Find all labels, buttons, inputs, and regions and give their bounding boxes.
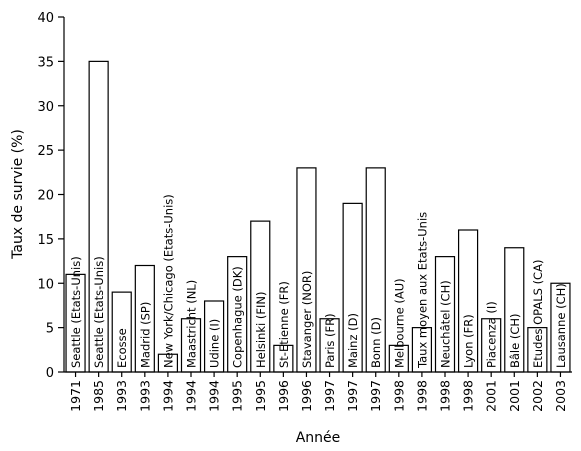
- x-tick-label: 1998: [461, 380, 476, 412]
- bar-label: Mainz (D): [346, 313, 360, 368]
- y-tick-label: 0: [46, 366, 54, 381]
- bar-label: Bonn (D): [369, 317, 383, 368]
- bar-label: Paris (FR): [323, 313, 337, 368]
- bar-label: Copenhague (DK): [231, 266, 245, 368]
- x-tick-label: 1998: [438, 380, 453, 412]
- bar-label: Ecosse: [115, 328, 129, 368]
- bar-label: Lausanne (CH): [554, 283, 568, 368]
- y-tick-label: 40: [37, 11, 54, 26]
- y-axis-title: Taux de survie (%): [10, 129, 26, 260]
- y-tick-label: 30: [37, 100, 54, 115]
- x-tick-label: 1997: [345, 380, 360, 412]
- bar-label: Lyon (FR): [462, 314, 476, 368]
- x-tick-label: 1996: [276, 380, 291, 412]
- bar-label: New York/Chicago (Etats-Unis): [161, 194, 175, 368]
- bar-label: Bâle (CH): [508, 313, 522, 368]
- x-tick-label: 1994: [184, 380, 199, 412]
- x-tick-label: 1998: [391, 380, 406, 412]
- x-tick-label: 1997: [322, 380, 337, 412]
- x-axis: 1971 1985 1993 1993 1994 1994 1994 1995 1995 1996…: [64, 371, 572, 412]
- bars: [65, 60, 571, 373]
- y-tick-label: 10: [37, 277, 54, 292]
- y-axis: 0 5 10 15 20 25 30 35 40: [37, 11, 65, 381]
- x-tick-label: 1997: [368, 380, 383, 412]
- x-tick-label: 1995: [230, 380, 245, 412]
- y-tick-label: 25: [37, 144, 54, 159]
- x-tick-label: 1995: [253, 380, 268, 412]
- bar-label: Madrid (SP): [138, 302, 152, 368]
- x-tick-label: 1994: [160, 380, 175, 412]
- bar-label: Stavanger (NOR): [300, 271, 314, 368]
- x-tick-label: 2003: [553, 380, 568, 412]
- x-tick-label: 1993: [114, 380, 129, 412]
- bar-label: Neuchâtel (CH): [439, 280, 453, 368]
- bar-label: Helsinki (FIN): [254, 292, 268, 369]
- y-tick-label: 15: [37, 233, 54, 248]
- x-tick-label: 1994: [207, 380, 222, 412]
- x-tick-label: 1998: [414, 380, 429, 412]
- y-tick-label: 20: [37, 189, 54, 204]
- x-tick-label: 1985: [91, 380, 106, 412]
- bar-label: Udine (I): [208, 319, 222, 368]
- bar-label: Seattle (Etats-Unis): [69, 256, 83, 368]
- bar-label: Melbourne (AU): [392, 278, 406, 368]
- y-tick-label: 5: [46, 322, 54, 337]
- y-tick-label: 35: [37, 55, 54, 70]
- x-tick-label: 1993: [137, 380, 152, 412]
- x-tick-label: 1996: [299, 380, 314, 412]
- x-tick-label: 2002: [530, 380, 545, 412]
- bar-label: Maastricht (NL): [185, 280, 199, 368]
- bar-labels: Seattle (Etats-Unis) Seattle (Etats-Unis)…: [69, 194, 568, 369]
- x-tick-label: 2001: [507, 380, 522, 412]
- x-tick-label: 1971: [68, 380, 83, 412]
- bar-label: St-Etienne (FR): [277, 281, 291, 368]
- x-tick-label: 2001: [484, 380, 499, 412]
- bar-label: Piacenza (I): [485, 301, 499, 368]
- bar-label: Seattle (Etats-Unis): [92, 256, 106, 368]
- bar-label: Etudes OPALS (CA): [531, 260, 545, 368]
- bar-label: Taux moyen aux Etats-Unis: [415, 212, 429, 369]
- x-axis-title: Année: [296, 430, 341, 446]
